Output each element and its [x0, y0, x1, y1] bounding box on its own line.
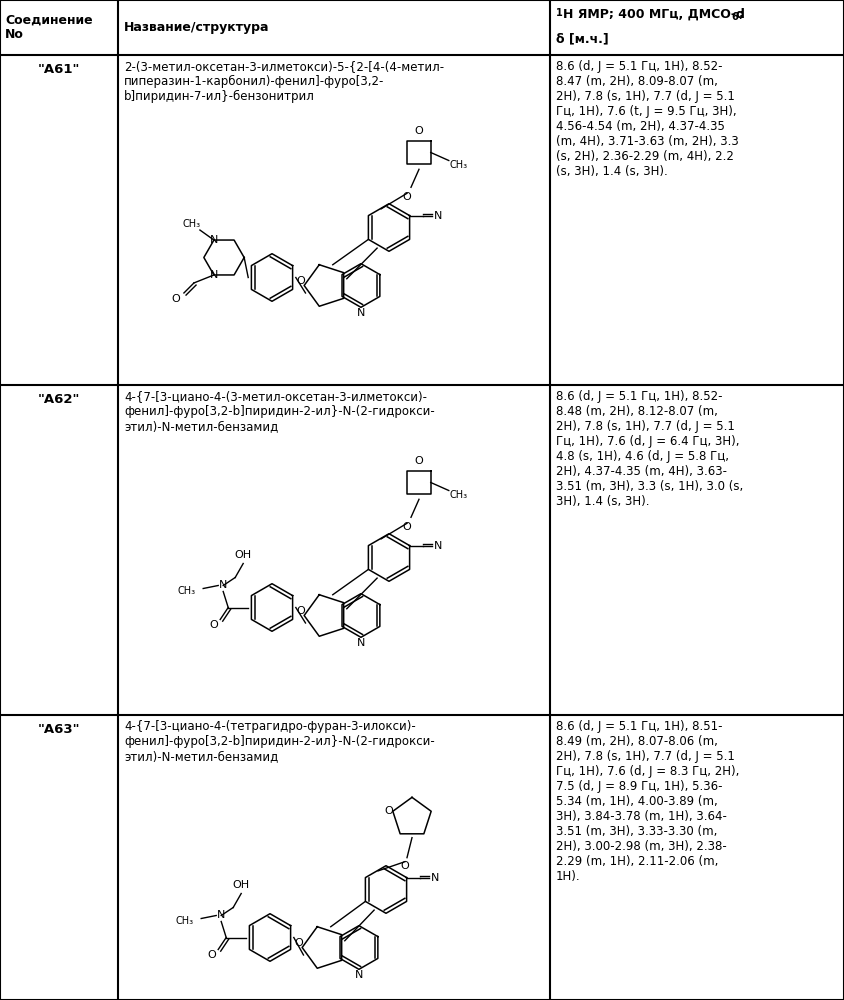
Text: H ЯМР; 400 МГц, ДМСО-d: H ЯМР; 400 МГц, ДМСО-d [563, 8, 745, 21]
Text: 8.6 (d, J = 5.1 Гц, 1H), 8.52-
8.47 (m, 2H), 8.09-8.07 (m,
2H), 7.8 (s, 1H), 7.7: 8.6 (d, J = 5.1 Гц, 1H), 8.52- 8.47 (m, … [556, 60, 738, 178]
Text: "A63": "A63" [38, 723, 80, 736]
Text: O: O [295, 938, 304, 948]
Text: N: N [209, 270, 218, 280]
Text: CH₃: CH₃ [177, 585, 195, 595]
Text: O: O [297, 276, 306, 286]
Text: O: O [210, 620, 219, 631]
Text: CH₃: CH₃ [175, 916, 193, 926]
Text: O: O [171, 294, 181, 304]
Text: O: O [401, 861, 409, 871]
Text: N: N [217, 910, 225, 920]
Text: N: N [357, 308, 365, 318]
Text: OH: OH [235, 550, 252, 560]
Text: O: O [297, 606, 306, 616]
Text: 8.6 (d, J = 5.1 Гц, 1H), 8.51-
8.49 (m, 2H), 8.07-8.06 (m,
2H), 7.8 (s, 1H), 7.7: 8.6 (d, J = 5.1 Гц, 1H), 8.51- 8.49 (m, … [556, 720, 739, 883]
Text: N: N [434, 541, 441, 551]
Text: Соединение
No: Соединение No [5, 13, 93, 41]
Text: N: N [219, 580, 227, 590]
Text: 1: 1 [556, 8, 563, 18]
Text: CH₃: CH₃ [450, 159, 468, 169]
Text: O: O [385, 806, 393, 816]
Text: N: N [354, 970, 363, 980]
Text: N: N [434, 211, 441, 221]
Text: δ [м.ч.]: δ [м.ч.] [556, 32, 609, 45]
Text: 4-{7-[3-циано-4-(тетрагидро-фуран-3-илокси)-
фенил]-фуро[3,2-b]пиридин-2-ил}-N-(: 4-{7-[3-циано-4-(тетрагидро-фуран-3-илок… [124, 720, 435, 763]
Text: O: O [414, 456, 424, 466]
Text: O: O [208, 950, 217, 960]
Text: 8.6 (d, J = 5.1 Гц, 1H), 8.52-
8.48 (m, 2H), 8.12-8.07 (m,
2H), 7.8 (s, 1H), 7.7: 8.6 (d, J = 5.1 Гц, 1H), 8.52- 8.48 (m, … [556, 390, 744, 508]
Text: N: N [209, 235, 218, 245]
Text: "A61": "A61" [38, 63, 80, 76]
Text: CH₃: CH₃ [450, 489, 468, 499]
Text: 6: 6 [731, 12, 738, 22]
Text: CH₃: CH₃ [183, 219, 201, 229]
Text: OH: OH [233, 880, 250, 890]
Text: ;: ; [738, 8, 743, 21]
Text: 4-{7-[3-циано-4-(3-метил-оксетан-3-илметокси)-
фенил]-фуро[3,2-b]пиридин-2-ил}-N: 4-{7-[3-циано-4-(3-метил-оксетан-3-илмет… [124, 390, 435, 433]
Text: N: N [430, 873, 439, 883]
Text: O: O [403, 522, 411, 532]
Text: N: N [357, 638, 365, 648]
Text: Название/структура: Название/структура [124, 21, 269, 34]
Text: "A62": "A62" [38, 393, 80, 406]
Text: O: O [403, 192, 411, 202]
Text: O: O [414, 126, 424, 136]
Text: 2-(3-метил-оксетан-3-илметокси)-5-{2-[4-(4-метил-
пиперазин-1-карбонил)-фенил]-ф: 2-(3-метил-оксетан-3-илметокси)-5-{2-[4-… [124, 60, 444, 103]
